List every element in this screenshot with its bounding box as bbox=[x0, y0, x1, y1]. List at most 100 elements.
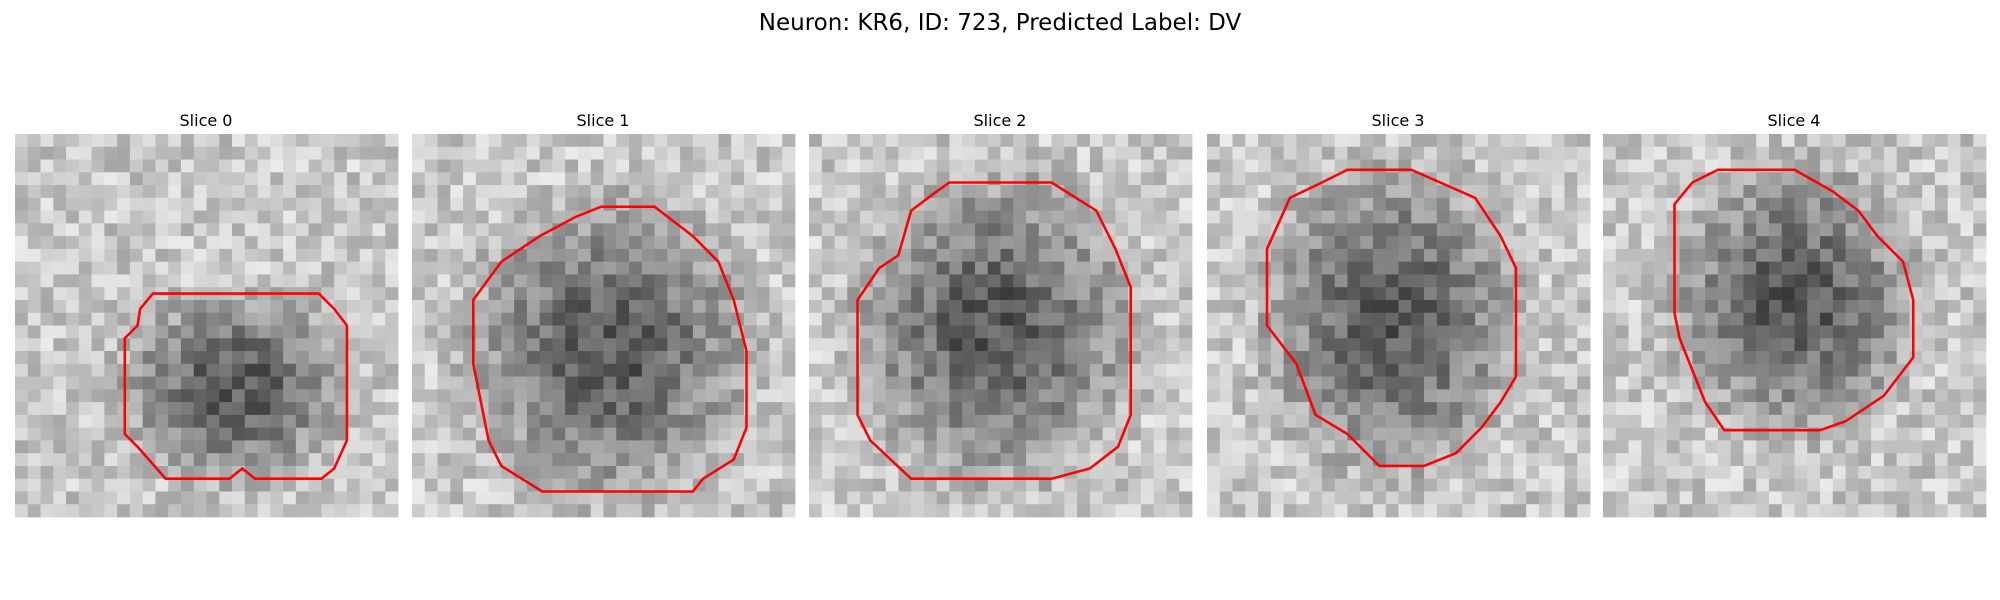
pixel bbox=[78, 440, 92, 454]
pixel bbox=[257, 325, 271, 339]
pixel bbox=[834, 427, 848, 441]
pixel bbox=[731, 338, 745, 352]
pixel bbox=[1845, 351, 1859, 365]
pixel bbox=[180, 223, 195, 237]
pixel bbox=[1309, 491, 1323, 505]
pixel bbox=[1296, 402, 1310, 416]
pixel bbox=[641, 478, 655, 492]
pixel bbox=[1449, 491, 1463, 505]
pixel bbox=[1781, 299, 1795, 314]
pixel bbox=[232, 236, 246, 250]
pixel bbox=[1922, 376, 1936, 390]
pixel bbox=[911, 491, 925, 505]
pixel bbox=[731, 197, 745, 211]
pixel bbox=[1679, 146, 1693, 160]
pixel bbox=[437, 453, 451, 467]
pixel bbox=[15, 389, 29, 403]
pixel bbox=[987, 287, 1001, 301]
pixel bbox=[1102, 491, 1116, 505]
pixel bbox=[1973, 338, 1987, 352]
pixel bbox=[718, 248, 732, 263]
pixel bbox=[641, 504, 655, 518]
pixel bbox=[1883, 197, 1898, 211]
pixel bbox=[1934, 134, 1949, 148]
pixel bbox=[1641, 453, 1655, 467]
pixel bbox=[731, 465, 745, 480]
pixel bbox=[1896, 351, 1910, 365]
pixel bbox=[412, 146, 426, 160]
pixel bbox=[987, 478, 1001, 492]
pixel bbox=[1526, 453, 1540, 467]
pixel bbox=[911, 504, 925, 518]
pixel bbox=[1128, 248, 1142, 263]
pixel bbox=[1909, 223, 1923, 237]
pixel bbox=[1411, 299, 1425, 314]
pixel bbox=[91, 172, 105, 186]
pixel bbox=[1411, 210, 1425, 224]
pixel bbox=[1077, 287, 1091, 301]
pixel bbox=[1258, 427, 1272, 441]
pixel bbox=[1526, 159, 1540, 173]
pixel bbox=[1654, 197, 1668, 211]
pixel bbox=[860, 351, 874, 365]
pixel bbox=[15, 146, 29, 160]
pixel bbox=[1922, 248, 1936, 263]
pixel bbox=[270, 146, 284, 160]
pixel bbox=[539, 427, 553, 441]
pixel bbox=[1871, 440, 1885, 454]
pixel bbox=[1077, 261, 1091, 275]
pixel bbox=[308, 312, 322, 326]
pixel bbox=[1487, 236, 1502, 250]
pixel bbox=[1973, 236, 1987, 250]
pixel bbox=[911, 172, 925, 186]
pixel bbox=[860, 312, 874, 326]
pixel bbox=[731, 504, 745, 518]
pixel bbox=[1026, 146, 1040, 160]
pixel bbox=[1883, 504, 1898, 518]
pixel bbox=[206, 134, 220, 148]
pixel bbox=[641, 414, 655, 429]
pixel bbox=[526, 491, 541, 505]
pixel bbox=[1960, 491, 1974, 505]
pixel bbox=[911, 236, 925, 250]
pixel bbox=[680, 402, 694, 416]
pixel bbox=[1219, 465, 1233, 480]
pixel bbox=[1858, 453, 1872, 467]
pixel bbox=[590, 414, 604, 429]
pixel bbox=[1283, 453, 1297, 467]
pixel bbox=[1153, 274, 1167, 288]
pixel bbox=[1603, 491, 1617, 505]
pixel bbox=[321, 389, 335, 403]
pixel bbox=[1245, 427, 1259, 441]
pixel bbox=[450, 287, 464, 301]
pixel bbox=[1089, 248, 1104, 263]
pixel bbox=[1038, 159, 1052, 173]
pixel bbox=[1526, 210, 1540, 224]
pixel bbox=[603, 427, 617, 441]
pixel bbox=[1296, 325, 1310, 339]
pixel bbox=[78, 210, 92, 224]
pixel bbox=[1321, 287, 1336, 301]
pixel bbox=[1424, 376, 1438, 390]
pixel bbox=[692, 299, 707, 314]
pixel bbox=[1909, 440, 1923, 454]
pixel bbox=[1462, 287, 1476, 301]
pixel bbox=[104, 185, 118, 199]
pixel bbox=[718, 159, 732, 173]
pixel bbox=[372, 287, 386, 301]
pixel bbox=[1934, 185, 1949, 199]
pixel bbox=[1654, 236, 1668, 250]
pixel bbox=[1871, 504, 1885, 518]
pixel bbox=[1207, 236, 1221, 250]
pixel bbox=[219, 274, 233, 288]
pixel bbox=[936, 363, 950, 377]
pixel bbox=[1347, 223, 1361, 237]
pixel bbox=[718, 312, 732, 326]
pixel bbox=[1743, 185, 1757, 199]
pixel bbox=[847, 491, 861, 505]
pixel bbox=[424, 312, 438, 326]
pixel bbox=[308, 210, 322, 224]
pixel bbox=[91, 389, 105, 403]
pixel bbox=[1321, 312, 1336, 326]
pixel bbox=[1666, 465, 1680, 480]
